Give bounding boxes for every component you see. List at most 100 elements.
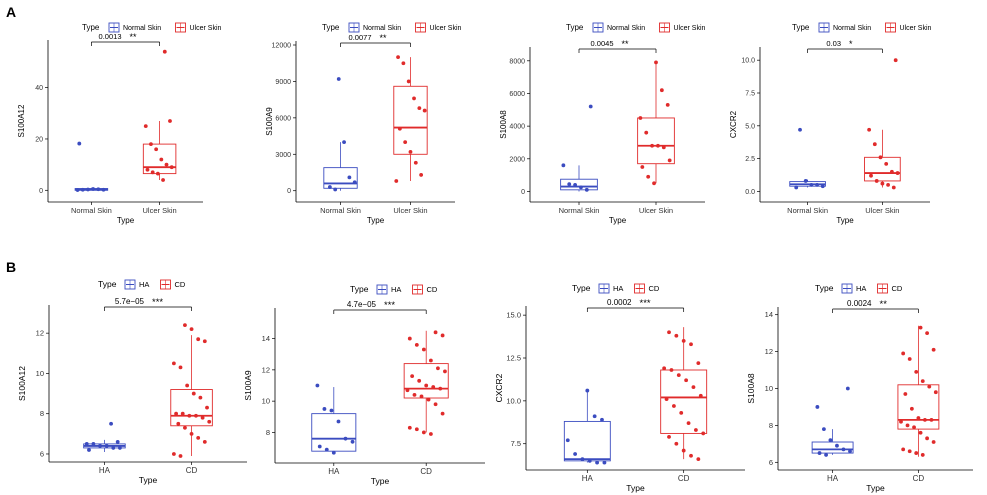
data-point (419, 173, 424, 177)
legend-title: Type (350, 284, 369, 294)
legend-label-1: HA (139, 280, 149, 289)
box-1 (323, 142, 358, 191)
legend-title: Type (792, 23, 810, 32)
y-tick-label: 10 (262, 397, 270, 406)
data-point (417, 378, 422, 383)
data-point (438, 386, 443, 391)
x-tick-label: HA (99, 466, 111, 475)
data-point (412, 392, 417, 397)
data-point (407, 336, 412, 341)
data-point (412, 96, 416, 101)
data-point (872, 142, 877, 147)
legend-label-1: Normal Skin (607, 25, 645, 32)
data-point (443, 369, 447, 374)
data-point (916, 416, 921, 420)
data-point (155, 171, 160, 176)
data-point (414, 342, 419, 347)
data-point (817, 451, 822, 455)
p-value-label: 4.7e−05 (347, 300, 377, 309)
significance-stars: *** (152, 297, 163, 308)
data-point (198, 395, 203, 400)
legend-label-1: Normal Skin (833, 25, 871, 32)
data-point (912, 425, 916, 430)
panel-label-a: A (6, 4, 17, 20)
box-1 (311, 387, 357, 455)
y-tick-label: 12 (765, 347, 773, 356)
data-point (644, 130, 649, 135)
data-point (396, 55, 400, 60)
legend-label-1: Normal Skin (123, 25, 161, 32)
x-tick-label: Normal Skin (559, 206, 600, 215)
data-point (903, 392, 908, 396)
data-point (584, 187, 589, 192)
y-axis-label: S100A12 (17, 104, 26, 137)
significance-stars: *** (640, 298, 651, 309)
box-iqr (170, 389, 213, 427)
data-point (661, 145, 666, 150)
data-point (426, 397, 431, 402)
data-point (150, 170, 155, 175)
data-point (407, 425, 412, 430)
data-point (405, 388, 410, 393)
legend-title: Type (98, 279, 117, 289)
data-point (91, 442, 96, 446)
data-point (696, 457, 701, 462)
data-point (640, 165, 645, 169)
data-point (686, 421, 691, 426)
data-point (893, 58, 898, 63)
data-point (183, 323, 187, 328)
data-point (684, 378, 689, 383)
data-point (592, 414, 597, 419)
data-point (428, 358, 433, 363)
y-tick-label: 14 (765, 310, 773, 319)
y-tick-label: 10.0 (741, 58, 755, 65)
data-point (905, 423, 910, 428)
data-point (413, 160, 418, 165)
y-tick-label: 12 (262, 365, 270, 374)
p-value-label: 0.0013 (99, 32, 122, 41)
data-point (672, 404, 676, 408)
chart-1: Type Normal Skin Ulcer Skin 0 20 40 S100A12 Nor… (17, 22, 222, 225)
data-point (96, 187, 101, 192)
x-tick-label: Ulcer Skin (393, 206, 427, 215)
legend-label-2: CD (175, 280, 186, 289)
data-point (176, 421, 181, 426)
data-point (689, 342, 693, 347)
data-point (403, 140, 408, 145)
data-point (646, 174, 651, 179)
data-point (189, 327, 194, 332)
data-point (333, 187, 338, 192)
data-point (696, 361, 701, 366)
x-axis-label: Type (609, 216, 627, 225)
y-axis-label: S100A9 (243, 370, 253, 401)
data-point (815, 182, 819, 187)
data-point (691, 385, 696, 390)
box-iqr (323, 167, 358, 189)
data-point (178, 454, 183, 458)
data-point (809, 182, 814, 187)
legend-title: Type (566, 23, 584, 32)
data-point (159, 157, 164, 162)
data-point (104, 444, 109, 448)
y-tick-label: 3000 (275, 152, 291, 159)
p-value-label: 0.0077 (349, 33, 372, 42)
x-axis-label: Type (371, 476, 390, 486)
data-point (914, 451, 919, 455)
data-point (115, 439, 120, 444)
data-point (891, 185, 896, 190)
data-point (920, 379, 925, 384)
data-point (585, 388, 590, 393)
data-point (588, 104, 593, 109)
data-point (931, 440, 936, 444)
data-point (162, 49, 167, 54)
data-point (422, 108, 427, 113)
chart-5: Type HA CD 6 8 10 12 S100A12 HA CD Type 5.7e−05 *** (17, 279, 247, 485)
box-2 (637, 62, 675, 184)
data-point (417, 106, 422, 111)
data-point (187, 413, 192, 418)
data-point (98, 444, 102, 448)
data-point (336, 419, 341, 424)
data-point (561, 163, 566, 168)
data-point (414, 427, 419, 432)
